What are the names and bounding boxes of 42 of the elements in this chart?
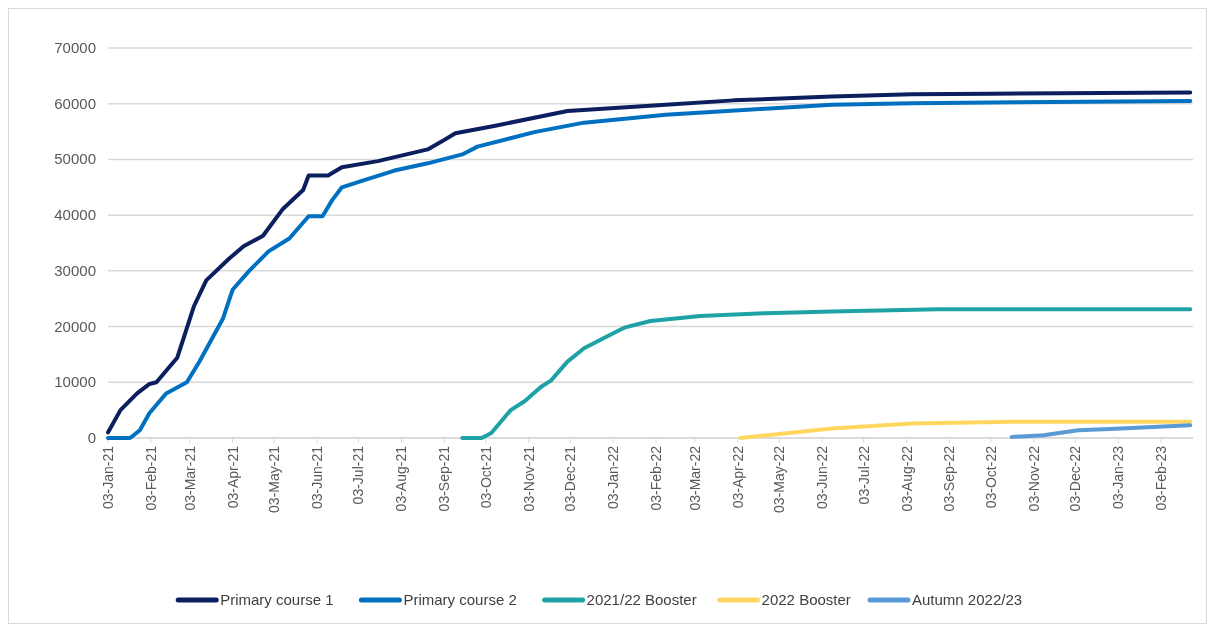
x-tick-label: 03-Jul-22 xyxy=(855,445,872,505)
x-tick-label: 03-Jul-21 xyxy=(350,445,367,505)
x-tick-label: 03-Sep-22 xyxy=(941,445,958,512)
x-tick-label: 03-May-21 xyxy=(266,445,283,513)
x-tick-label: 03-Dec-22 xyxy=(1067,445,1084,512)
x-tick-label: 03-Nov-22 xyxy=(1025,445,1042,512)
x-tick-label: 03-Sep-21 xyxy=(436,445,453,512)
x-tick-label: 03-May-22 xyxy=(771,445,788,513)
y-tick-label: 0 xyxy=(87,429,96,446)
legend-label: Primary course 1 xyxy=(220,591,334,608)
x-tick-label: 03-Jan-21 xyxy=(100,445,116,510)
legend-label: Autumn 2022/23 xyxy=(912,591,1023,608)
y-tick-label: 30000 xyxy=(54,261,96,279)
x-tick-label: 03-Feb-23 xyxy=(1153,445,1170,511)
x-tick-label: 03-Apr-22 xyxy=(729,445,746,509)
y-tick-label: 40000 xyxy=(54,206,96,224)
x-tick-label: 03-Mar-21 xyxy=(181,445,198,511)
x-tick-label: 03-Oct-22 xyxy=(982,445,999,509)
legend-label: 2022 Booster xyxy=(761,591,851,608)
y-tick-label: 20000 xyxy=(54,317,96,335)
x-tick-label: 03-Aug-21 xyxy=(393,445,410,512)
line-series xyxy=(738,419,1193,440)
x-tick-label: 03-Feb-21 xyxy=(142,445,159,511)
x-tick-label: 03-Jun-22 xyxy=(814,445,831,510)
x-tick-label: 03-Jan-23 xyxy=(1110,445,1127,510)
x-tick-label: 03-Mar-22 xyxy=(686,445,703,511)
line-series xyxy=(1009,423,1193,439)
x-tick-label: 03-Nov-21 xyxy=(520,445,537,512)
x-tick-label: 03-Aug-22 xyxy=(898,445,915,512)
x-tick-label: 03-Apr-21 xyxy=(224,445,241,509)
x-tick-label: 03-Dec-21 xyxy=(562,445,579,512)
y-tick-label: 10000 xyxy=(54,373,96,391)
line-series xyxy=(460,307,1193,440)
legend-label: Primary course 2 xyxy=(403,591,517,608)
y-tick-label: 60000 xyxy=(54,94,96,112)
y-tick-label: 50000 xyxy=(54,150,96,168)
y-tick-label: 70000 xyxy=(54,39,96,56)
x-tick-label: 03-Jun-21 xyxy=(308,445,325,510)
x-tick-label: 03-Feb-22 xyxy=(648,445,665,511)
x-tick-label: 03-Jan-22 xyxy=(605,445,622,510)
x-tick-label: 03-Oct-21 xyxy=(477,445,494,509)
legend-label: 2021/22 Booster xyxy=(586,591,697,608)
